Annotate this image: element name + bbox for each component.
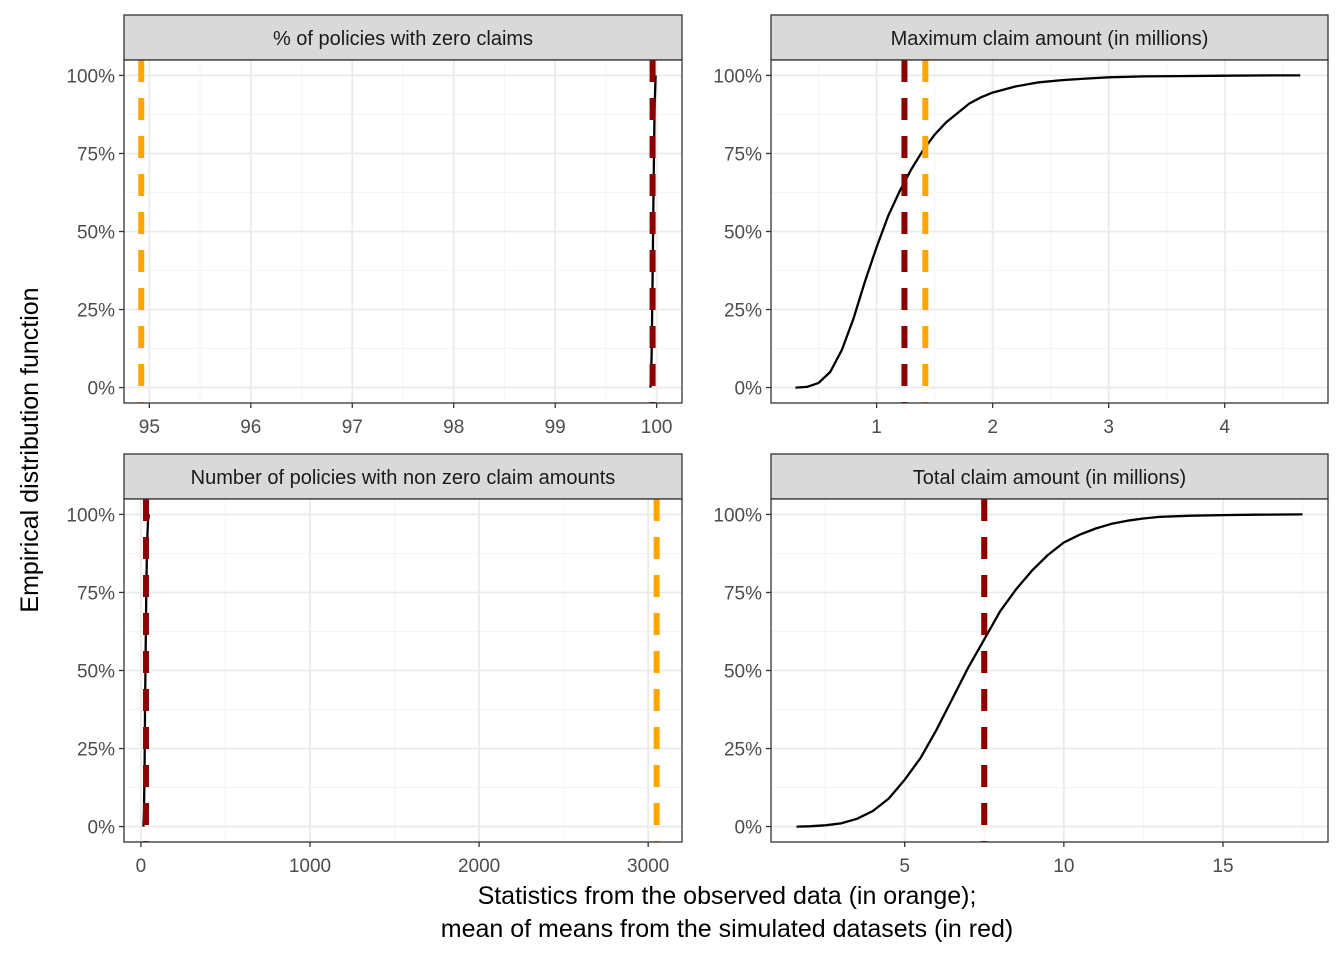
ecdf-line — [796, 513, 1303, 828]
facet-strip — [770, 453, 1329, 500]
facet-title: Maximum claim amount (in millions) — [891, 28, 1209, 50]
x-tick-label: 10 — [1053, 856, 1074, 877]
facet-panel-2: Maximum claim amount (in millions) 0% 25% 5… — [713, 14, 1329, 438]
y-axis-title: Empirical distribution function — [16, 287, 44, 612]
x-tick-label: 2 — [987, 417, 998, 438]
x-tick-label: 2000 — [458, 856, 500, 877]
y-tick-label: 25% — [77, 740, 115, 761]
ecdf-line — [795, 74, 1301, 389]
y-tick-label: 75% — [724, 583, 762, 604]
y-tick-label: 100% — [713, 66, 762, 87]
y-tick-label: 50% — [77, 662, 115, 683]
y-tick-label: 75% — [77, 583, 115, 604]
y-tick-label: 25% — [77, 301, 115, 322]
y-tick-label: 0% — [88, 379, 116, 400]
x-tick-label: 5 — [899, 856, 910, 877]
y-tick-label: 50% — [724, 662, 762, 683]
y-tick-label: 50% — [724, 223, 762, 244]
x-tick-label: 3 — [1103, 417, 1114, 438]
x-tick-label: 1000 — [289, 856, 331, 877]
y-tick-label: 0% — [735, 818, 763, 839]
x-tick-label: 1 — [871, 417, 882, 438]
y-tick-label: 0% — [735, 379, 763, 400]
y-tick-label: 25% — [724, 740, 762, 761]
x-tick-label: 4 — [1219, 417, 1230, 438]
y-tick-label: 75% — [724, 144, 762, 165]
x-tick-label: 99 — [545, 417, 566, 438]
x-tick-label: 3000 — [627, 856, 669, 877]
facet-title: Number of policies with non zero claim a… — [191, 467, 616, 489]
y-tick-label: 75% — [77, 144, 115, 165]
facet-panel-1: % of policies with zero claims 0% 25% 50% 75… — [66, 14, 683, 438]
x-tick-label: 0 — [136, 856, 147, 877]
facet-strip — [123, 14, 683, 61]
facet-strip — [123, 453, 683, 500]
facet-title: % of policies with zero claims — [273, 28, 533, 50]
y-tick-label: 100% — [713, 505, 762, 526]
y-tick-label: 100% — [66, 505, 115, 526]
facet-panel-4: Total claim amount (in millions) 0% 25% 50%… — [713, 453, 1329, 877]
facet-title: Total claim amount (in millions) — [913, 467, 1186, 489]
x-axis-title-line-2: mean of means from the simulated dataset… — [441, 915, 1014, 943]
x-tick-label: 96 — [240, 417, 261, 438]
x-tick-label: 15 — [1212, 856, 1233, 877]
x-tick-label: 95 — [139, 417, 160, 438]
x-axis-title-line-1: Statistics from the observed data (in or… — [478, 882, 977, 910]
x-tick-label: 98 — [443, 417, 464, 438]
x-tick-label: 97 — [342, 417, 363, 438]
x-tick-label: 100 — [641, 417, 673, 438]
y-tick-label: 50% — [77, 223, 115, 244]
y-tick-label: 0% — [88, 818, 116, 839]
facet-panel-3: Number of policies with non zero claim a… — [66, 453, 683, 877]
y-tick-label: 100% — [66, 66, 115, 87]
y-tick-label: 25% — [724, 301, 762, 322]
